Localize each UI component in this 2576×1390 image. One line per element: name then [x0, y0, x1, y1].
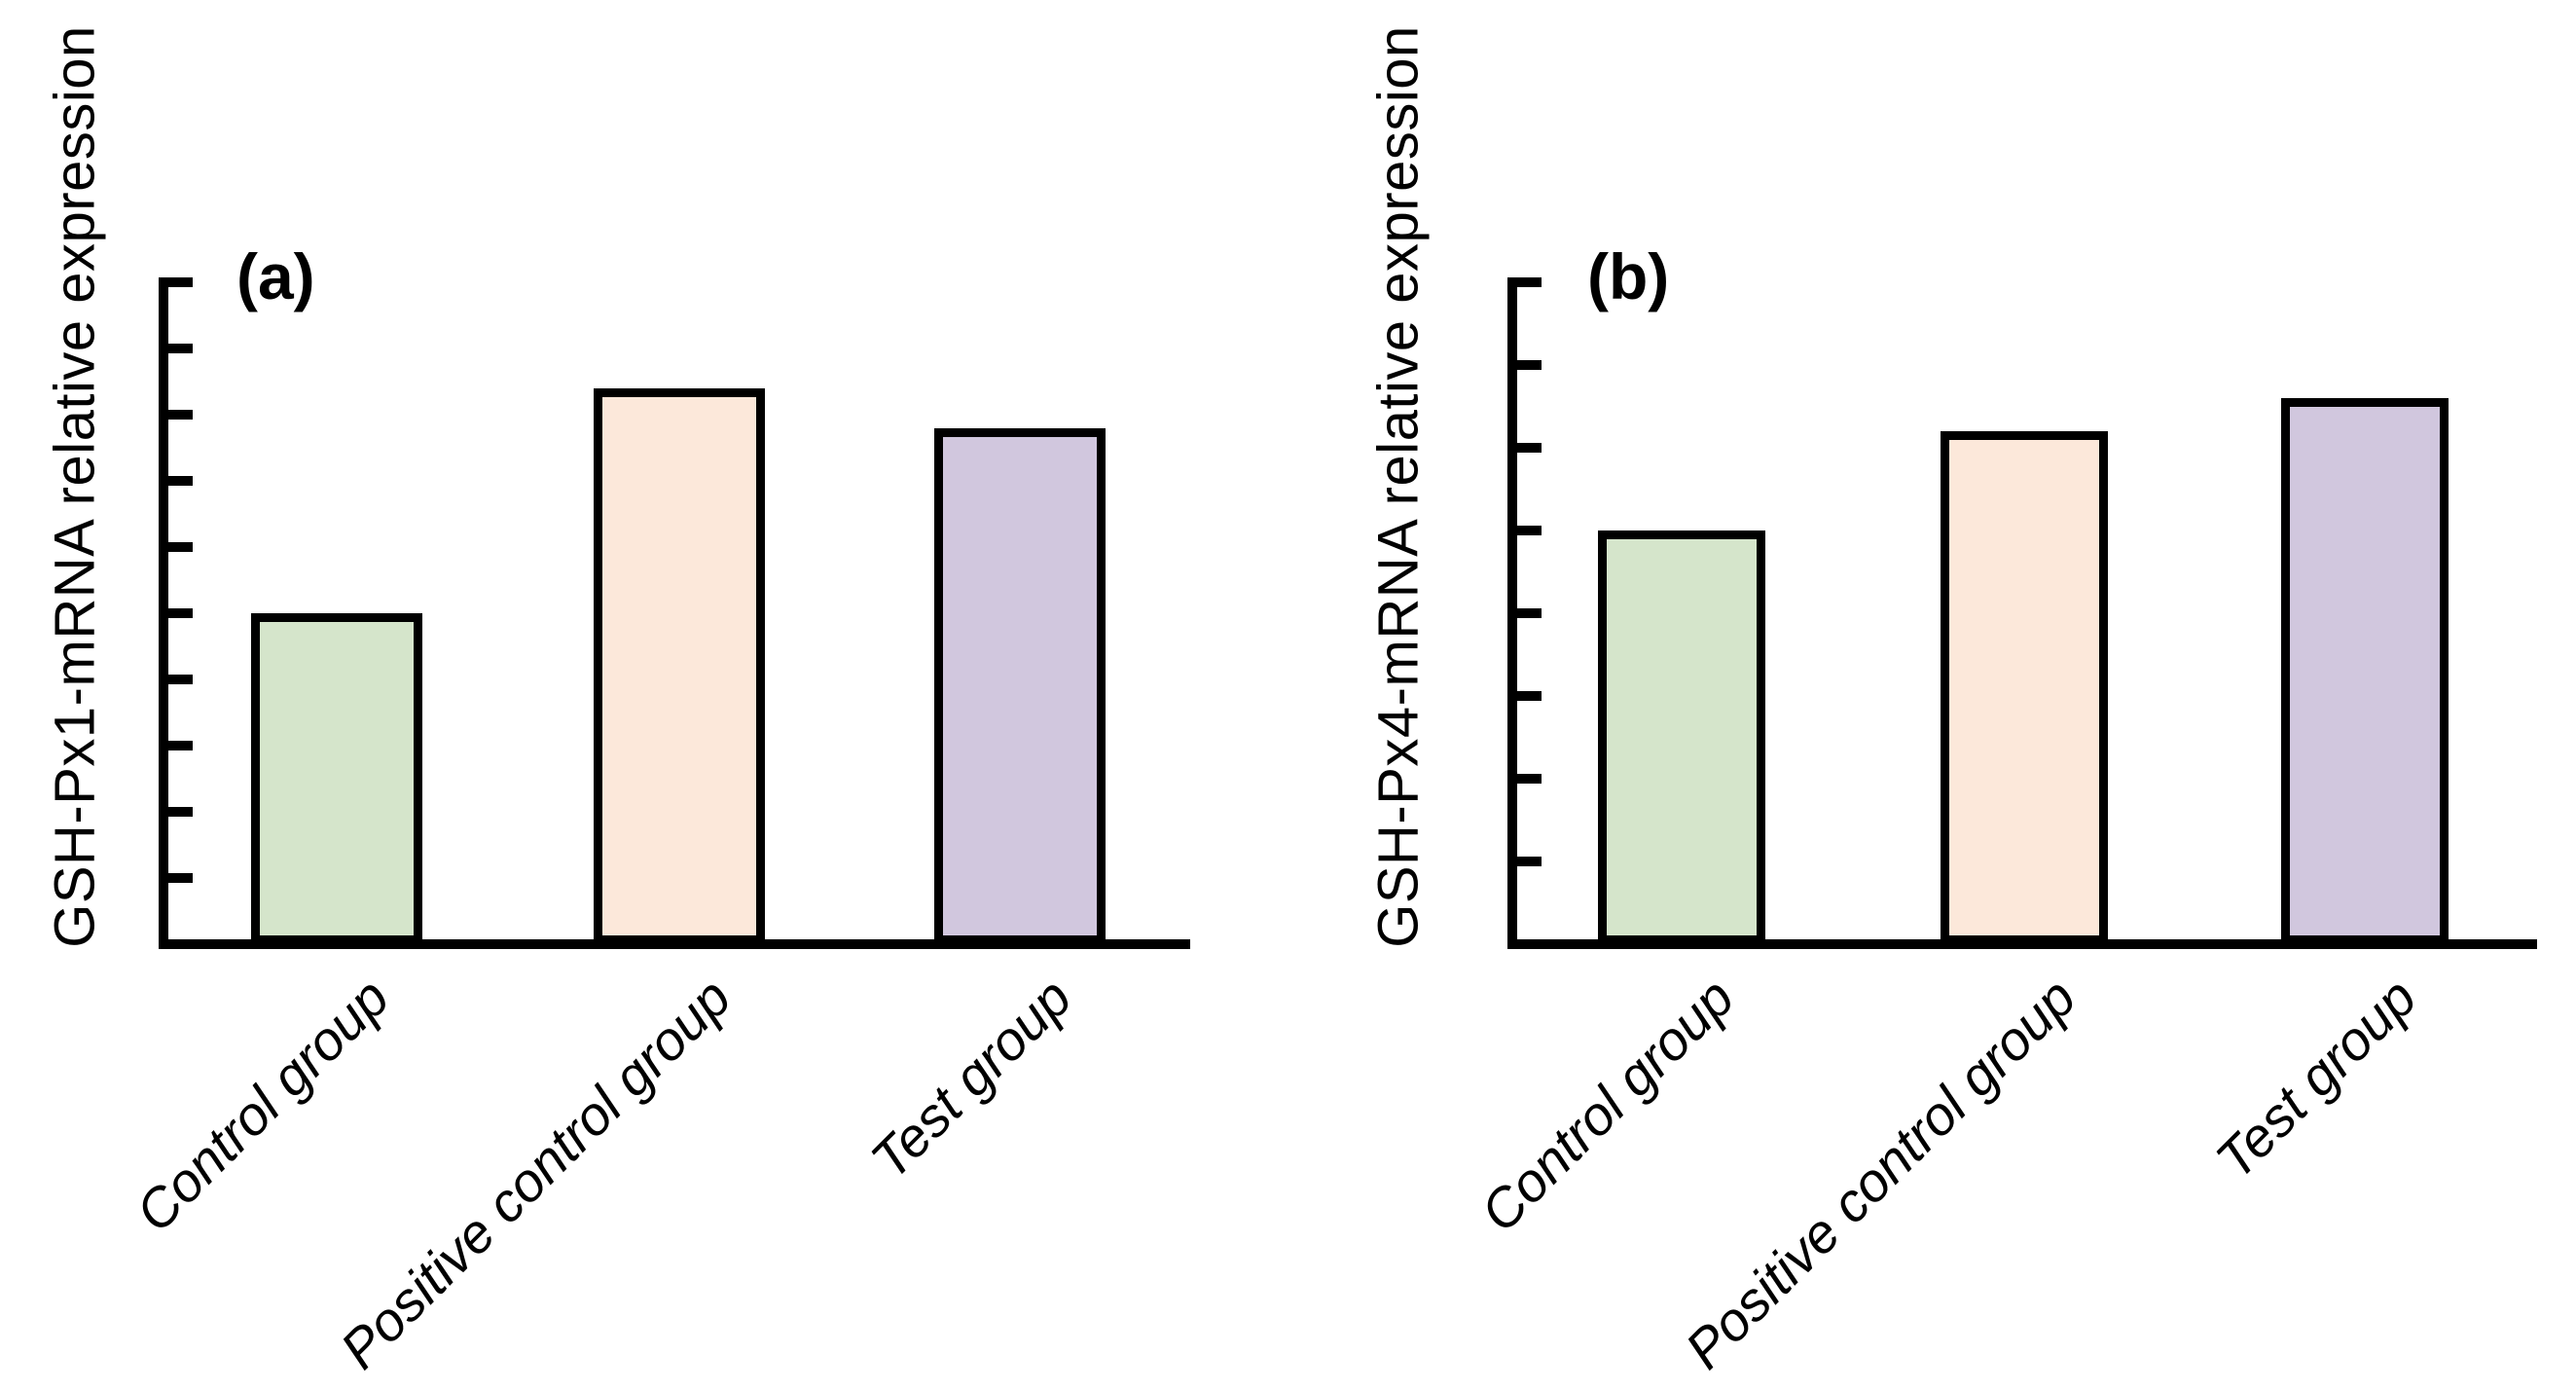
- panel-label-a: (a): [236, 240, 315, 312]
- bar-test-group: [934, 427, 1106, 944]
- bar-positive-control-group: [1941, 431, 2108, 944]
- y-axis-tick: [1510, 691, 1542, 701]
- y-axis-tick: [1510, 608, 1542, 618]
- x-tick-label-control-group: Control group: [1468, 966, 1746, 1244]
- y-axis-tick: [1510, 443, 1542, 453]
- bar-control-group: [251, 613, 422, 944]
- y-axis-tick: [1510, 774, 1542, 784]
- y-axis-tick: [162, 410, 193, 420]
- bar-control-group: [1598, 530, 1765, 944]
- x-tick-label-positive-control-group: Positive control group: [1673, 966, 2088, 1381]
- y-axis-label: GSH-Px4-mRNA relative expression: [1366, 25, 1431, 948]
- y-axis-tick: [162, 608, 193, 618]
- bar-positive-control-group: [594, 387, 765, 944]
- y-axis-tick: [162, 542, 193, 552]
- y-axis-tick: [162, 873, 193, 883]
- x-axis-line: [1507, 939, 2537, 949]
- y-axis-tick: [162, 344, 193, 353]
- panel-label-b: (b): [1587, 240, 1670, 312]
- x-axis-line: [159, 939, 1190, 949]
- y-axis-tick: [1510, 277, 1542, 287]
- y-axis-tick: [162, 277, 193, 287]
- y-axis-tick: [1510, 857, 1542, 866]
- y-axis-tick: [162, 476, 193, 486]
- y-axis-tick: [1510, 526, 1542, 535]
- y-axis-tick: [162, 741, 193, 750]
- bar-test-group: [2281, 398, 2449, 944]
- y-axis-tick: [162, 675, 193, 684]
- x-tick-label-test-group: Test group: [2204, 966, 2429, 1190]
- y-axis-tick: [162, 807, 193, 817]
- y-axis-tick: [1510, 360, 1542, 370]
